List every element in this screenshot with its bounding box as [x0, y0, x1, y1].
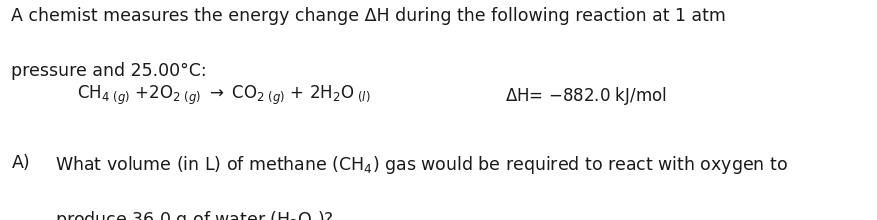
Text: CH$_{4\ (g)}$ +2O$_{2\ (g)}$ $\rightarrow$ CO$_{2\ (g)}$ + 2H$_{2}$O$_{\ (l)}$: CH$_{4\ (g)}$ +2O$_{2\ (g)}$ $\rightarro…	[77, 84, 370, 107]
Text: What volume (in L) of methane (CH$_4$) gas would be required to react with oxyge: What volume (in L) of methane (CH$_4$) g…	[55, 154, 788, 176]
Text: A chemist measures the energy change ΔH during the following reaction at 1 atm: A chemist measures the energy change ΔH …	[11, 7, 725, 25]
Text: A): A)	[11, 154, 30, 172]
Text: pressure and 25.00°C:: pressure and 25.00°C:	[11, 62, 207, 80]
Text: $\Delta$H= $-$882.0 kJ/mol: $\Delta$H= $-$882.0 kJ/mol	[504, 85, 666, 107]
Text: produce 36.0 g of water (H$_2$O )?: produce 36.0 g of water (H$_2$O )?	[55, 209, 334, 220]
